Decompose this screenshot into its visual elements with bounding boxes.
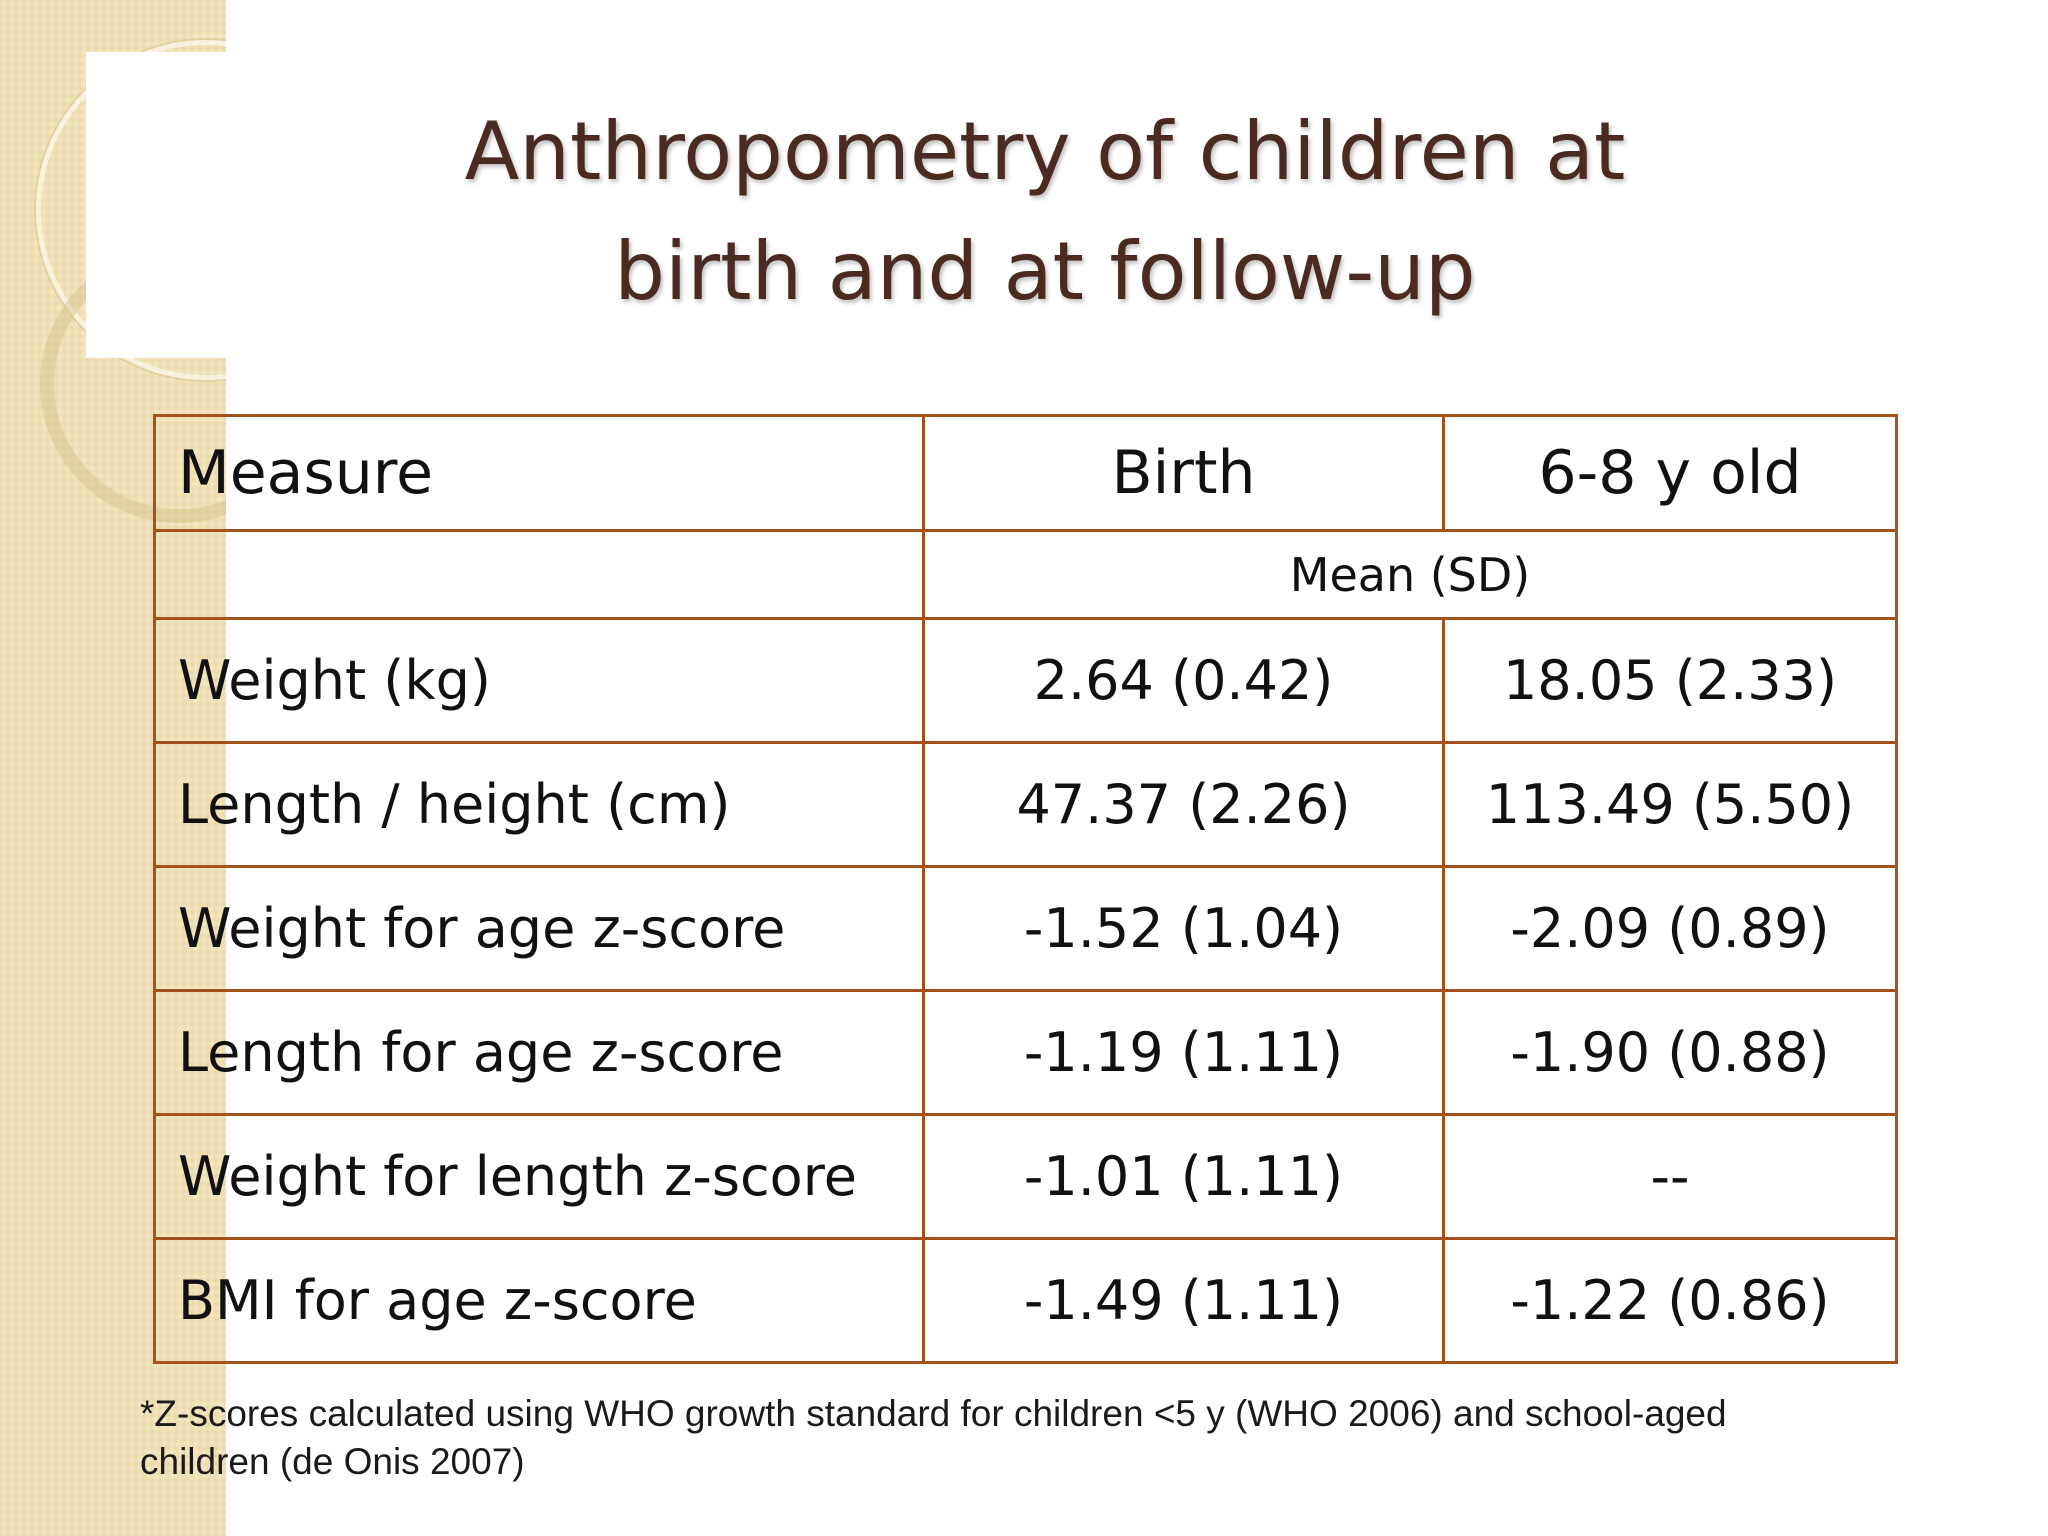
measure-cell: Length / height (cm) [153, 741, 925, 868]
subheader-mean-sd: Mean (SD) [922, 529, 1898, 620]
measure-cell: Weight (kg) [153, 617, 925, 744]
follow-up-cell: -2.09 (0.89) [1442, 865, 1898, 992]
anthropometry-table: Measure Birth 6-8 y old Mean (SD) Weight… [153, 414, 1898, 1364]
table-row: Length / height (cm) 47.37 (2.26) 113.49… [153, 741, 1898, 868]
table-row: Weight for length z-score -1.01 (1.11) -… [153, 1113, 1898, 1240]
birth-cell: -1.01 (1.11) [922, 1113, 1445, 1240]
follow-up-cell: -1.22 (0.86) [1442, 1237, 1898, 1364]
slide-title-line-1: Anthropometry of children at [464, 105, 1626, 198]
subheader-empty-cell [153, 529, 925, 620]
measure-cell: BMI for age z-score [153, 1237, 925, 1364]
footnote: *Z-scores calculated using WHO growth st… [140, 1390, 1920, 1486]
table-header-row: Measure Birth 6-8 y old [153, 414, 1898, 532]
table-subheader-row: Mean (SD) [153, 529, 1898, 620]
footnote-line-2: children (de Onis 2007) [140, 1441, 525, 1482]
measure-cell: Length for age z-score [153, 989, 925, 1116]
follow-up-cell: -- [1442, 1113, 1898, 1240]
table-row: Length for age z-score -1.19 (1.11) -1.9… [153, 989, 1898, 1116]
birth-cell: 2.64 (0.42) [922, 617, 1445, 744]
title-panel-extension [86, 52, 246, 358]
measure-cell: Weight for length z-score [153, 1113, 925, 1240]
birth-cell: -1.19 (1.11) [922, 989, 1445, 1116]
slide-title-line-2: birth and at follow-up [614, 225, 1476, 318]
follow-up-cell: 113.49 (5.50) [1442, 741, 1898, 868]
table-row: Weight (kg) 2.64 (0.42) 18.05 (2.33) [153, 617, 1898, 744]
table-row: BMI for age z-score -1.49 (1.11) -1.22 (… [153, 1237, 1898, 1364]
birth-cell: -1.52 (1.04) [922, 865, 1445, 992]
header-birth: Birth [922, 414, 1445, 532]
table-row: Weight for age z-score -1.52 (1.04) -2.0… [153, 865, 1898, 992]
measure-cell: Weight for age z-score [153, 865, 925, 992]
follow-up-cell: -1.90 (0.88) [1442, 989, 1898, 1116]
birth-cell: -1.49 (1.11) [922, 1237, 1445, 1364]
birth-cell: 47.37 (2.26) [922, 741, 1445, 868]
footnote-line-1: *Z-scores calculated using WHO growth st… [140, 1393, 1727, 1434]
header-measure: Measure [153, 414, 925, 532]
follow-up-cell: 18.05 (2.33) [1442, 617, 1898, 744]
slide-title: Anthropometry of children at birth and a… [250, 92, 1840, 332]
header-follow-up: 6-8 y old [1442, 414, 1898, 532]
